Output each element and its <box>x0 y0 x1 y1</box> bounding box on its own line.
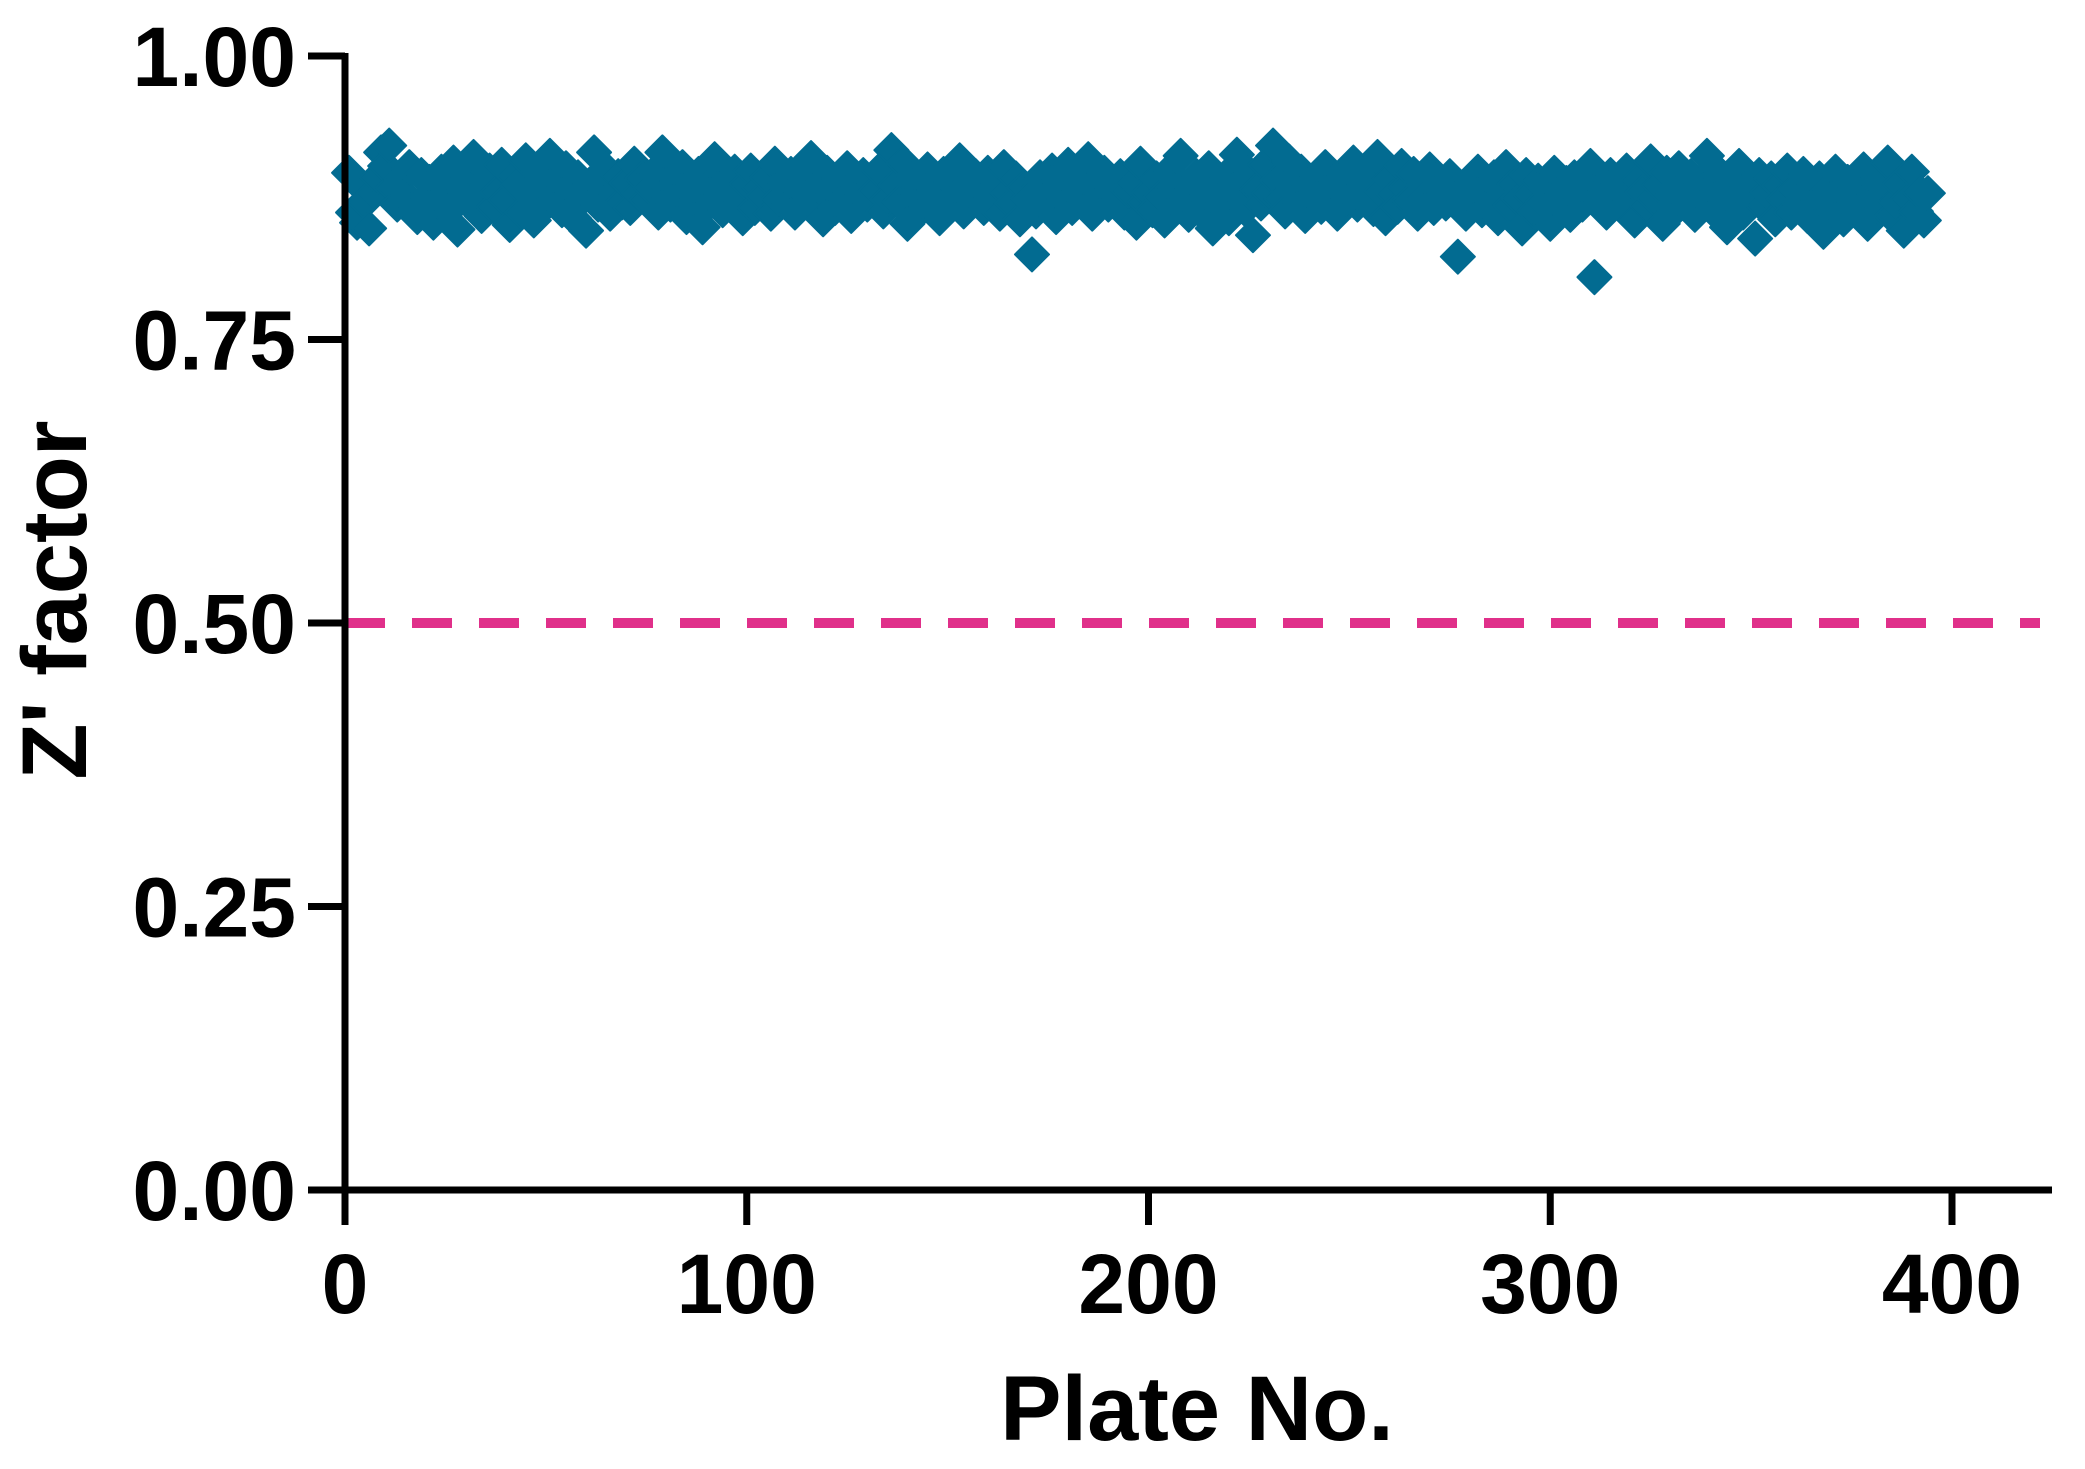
y-tick-label: 0.50 <box>133 577 297 671</box>
data-point <box>1162 137 1199 174</box>
data-point <box>1909 175 1946 212</box>
data-point <box>351 210 388 247</box>
y-tick-label: 0.00 <box>133 1144 297 1238</box>
x-tick-label: 100 <box>677 1237 817 1331</box>
x-tick-label: 300 <box>1480 1237 1620 1331</box>
x-ticks: 0 100 200 300 400 <box>322 1190 2022 1331</box>
data-point <box>1439 238 1476 275</box>
x-tick-label: 200 <box>1078 1237 1218 1331</box>
data-point <box>439 211 476 248</box>
y-tick-label: 1.00 <box>133 10 297 104</box>
y-axis-label: Z' factor <box>4 420 106 779</box>
data-point <box>1234 217 1271 254</box>
x-tick-label: 400 <box>1882 1237 2022 1331</box>
y-ticks: 0.00 0.25 0.50 0.75 1.00 <box>133 10 345 1238</box>
data-point <box>568 212 605 249</box>
data-points <box>331 127 1946 296</box>
data-point <box>1737 220 1774 257</box>
y-tick-label: 0.75 <box>133 294 297 388</box>
x-tick-label: 0 <box>322 1237 369 1331</box>
data-point <box>1576 259 1613 296</box>
x-axis-label: Plate No. <box>1000 1358 1394 1460</box>
data-point <box>1013 236 1050 273</box>
data-point <box>371 127 408 164</box>
y-tick-label: 0.25 <box>133 861 297 955</box>
data-point <box>1905 202 1942 239</box>
